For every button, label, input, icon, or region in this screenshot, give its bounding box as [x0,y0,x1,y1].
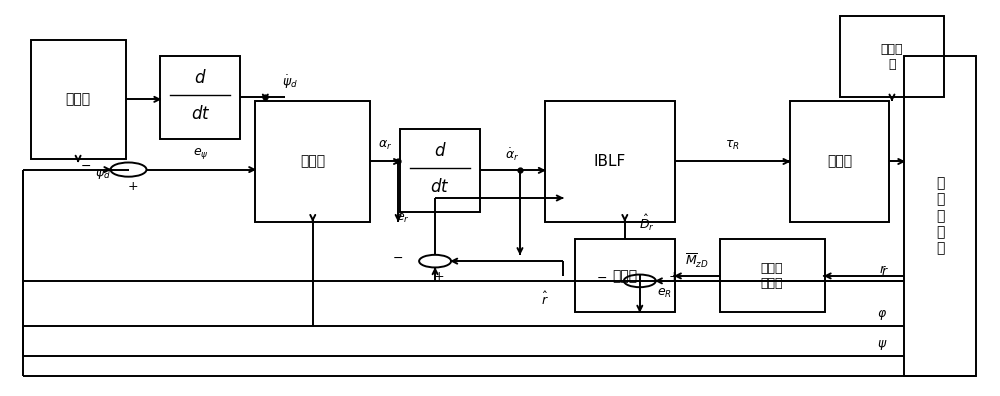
Text: $+$: $+$ [127,180,138,193]
Text: $-$: $-$ [596,270,607,284]
Text: $+$: $+$ [433,270,445,283]
Text: $\overline{M}_{zD}$: $\overline{M}_{zD}$ [685,252,709,270]
Text: 期望值: 期望值 [66,92,91,107]
Text: $\varphi$: $\varphi$ [877,308,888,322]
Text: $-$: $-$ [392,251,403,264]
Text: 反步法: 反步法 [300,154,325,169]
Text: 未知干
扰: 未知干 扰 [881,43,903,71]
Text: $\psi_d$: $\psi_d$ [95,168,111,181]
Text: 观测器: 观测器 [612,269,637,283]
Bar [904,56,976,375]
Text: $dt$: $dt$ [191,105,210,123]
Text: $\tau_R$: $\tau_R$ [725,139,740,152]
Text: $e_R$: $e_R$ [657,287,672,300]
Text: 近似模
型计算: 近似模 型计算 [761,262,783,290]
Bar [545,101,675,222]
Text: $r$: $r$ [881,265,888,278]
Text: $d$: $d$ [194,69,207,88]
Bar [840,17,944,97]
Text: $e_r$: $e_r$ [396,212,410,225]
Text: $\hat{r}$: $\hat{r}$ [541,291,549,308]
Bar [31,40,126,158]
Bar [160,56,240,139]
Text: IBLF: IBLF [594,154,626,169]
Text: $\dot{\alpha}_r$: $\dot{\alpha}_r$ [505,146,520,163]
Text: $+$: $+$ [668,270,679,284]
Text: $\hat{D}_r$: $\hat{D}_r$ [639,213,655,233]
Text: $\psi$: $\psi$ [877,338,888,352]
Bar [790,101,889,222]
Text: 气垫船: 气垫船 [827,154,852,169]
Bar [720,240,825,312]
Text: $\alpha_r$: $\alpha_r$ [378,139,392,152]
Text: $e_\psi$: $e_\psi$ [193,146,209,161]
Text: $d$: $d$ [434,143,446,160]
Text: $r$: $r$ [879,263,886,276]
Text: 测
量
状
态
量: 测 量 状 态 量 [936,176,945,255]
Bar [255,101,370,222]
Text: $dt$: $dt$ [430,178,450,196]
Bar [400,129,480,212]
Text: $\dot{\psi}_d$: $\dot{\psi}_d$ [282,74,298,91]
Text: $-$: $-$ [80,159,91,172]
Bar [575,240,675,312]
